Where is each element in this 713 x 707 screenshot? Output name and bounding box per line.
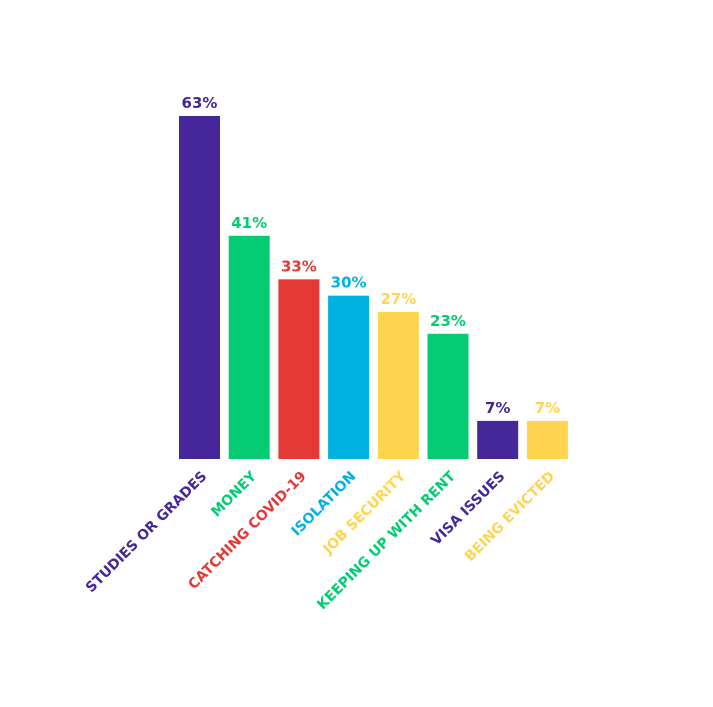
value-label: 7% (535, 399, 560, 417)
category-label: JOB SECURITY (320, 468, 410, 558)
bar (179, 116, 220, 459)
bar (427, 333, 469, 459)
value-label: 63% (182, 94, 218, 112)
bar (328, 295, 370, 459)
value-label: 7% (485, 399, 510, 417)
bar (477, 420, 519, 459)
category-label: MONEY (208, 468, 260, 520)
bar (278, 279, 320, 459)
value-label: 27% (380, 290, 416, 308)
value-label: 30% (331, 274, 367, 292)
bar (377, 312, 419, 459)
value-label: 41% (231, 214, 267, 232)
value-label: 23% (430, 312, 466, 330)
category-label: BEING EVICTED (462, 469, 558, 565)
bar (228, 235, 270, 459)
bar (526, 420, 568, 459)
value-label: 33% (281, 257, 317, 275)
